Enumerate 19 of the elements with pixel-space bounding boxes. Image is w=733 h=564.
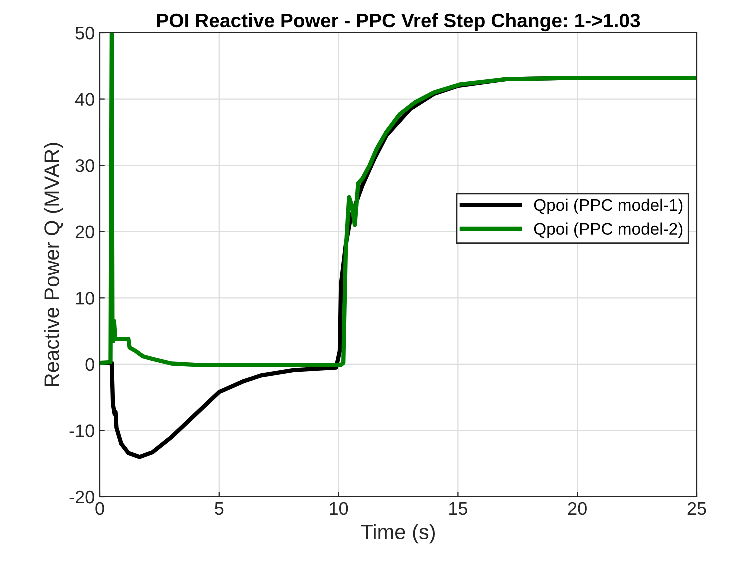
- legend-label: Qpoi (PPC model-2): [534, 222, 683, 238]
- x-tick-label: 15: [450, 502, 468, 516]
- y-tick-label: 0: [86, 358, 94, 372]
- y-tick-label: 20: [76, 226, 94, 239]
- x-tick-label: 20: [568, 502, 587, 516]
- x-axis-title: Time (s): [361, 524, 436, 544]
- x-tick-label: 5: [215, 502, 224, 516]
- chart-title: POI Reactive Power - PPC Vref Step Change: 1->1.03: [157, 13, 640, 32]
- x-tick-label: 25: [688, 502, 706, 516]
- x-tick-label: 10: [330, 502, 348, 516]
- legend-label: Qpoi (PPC model-1): [534, 198, 683, 214]
- y-tick-label: -20: [70, 490, 94, 504]
- y-tick-label: 30: [76, 160, 94, 172]
- y-tick-label: 10: [76, 292, 94, 305]
- y-tick-label: -10: [70, 424, 94, 438]
- y-tick-label: 40: [75, 93, 94, 106]
- y-axis-title: Reactive Power Q (MVAR): [44, 143, 64, 386]
- x-tick-label: 0: [96, 502, 104, 516]
- y-tick-label: 50: [76, 26, 94, 40]
